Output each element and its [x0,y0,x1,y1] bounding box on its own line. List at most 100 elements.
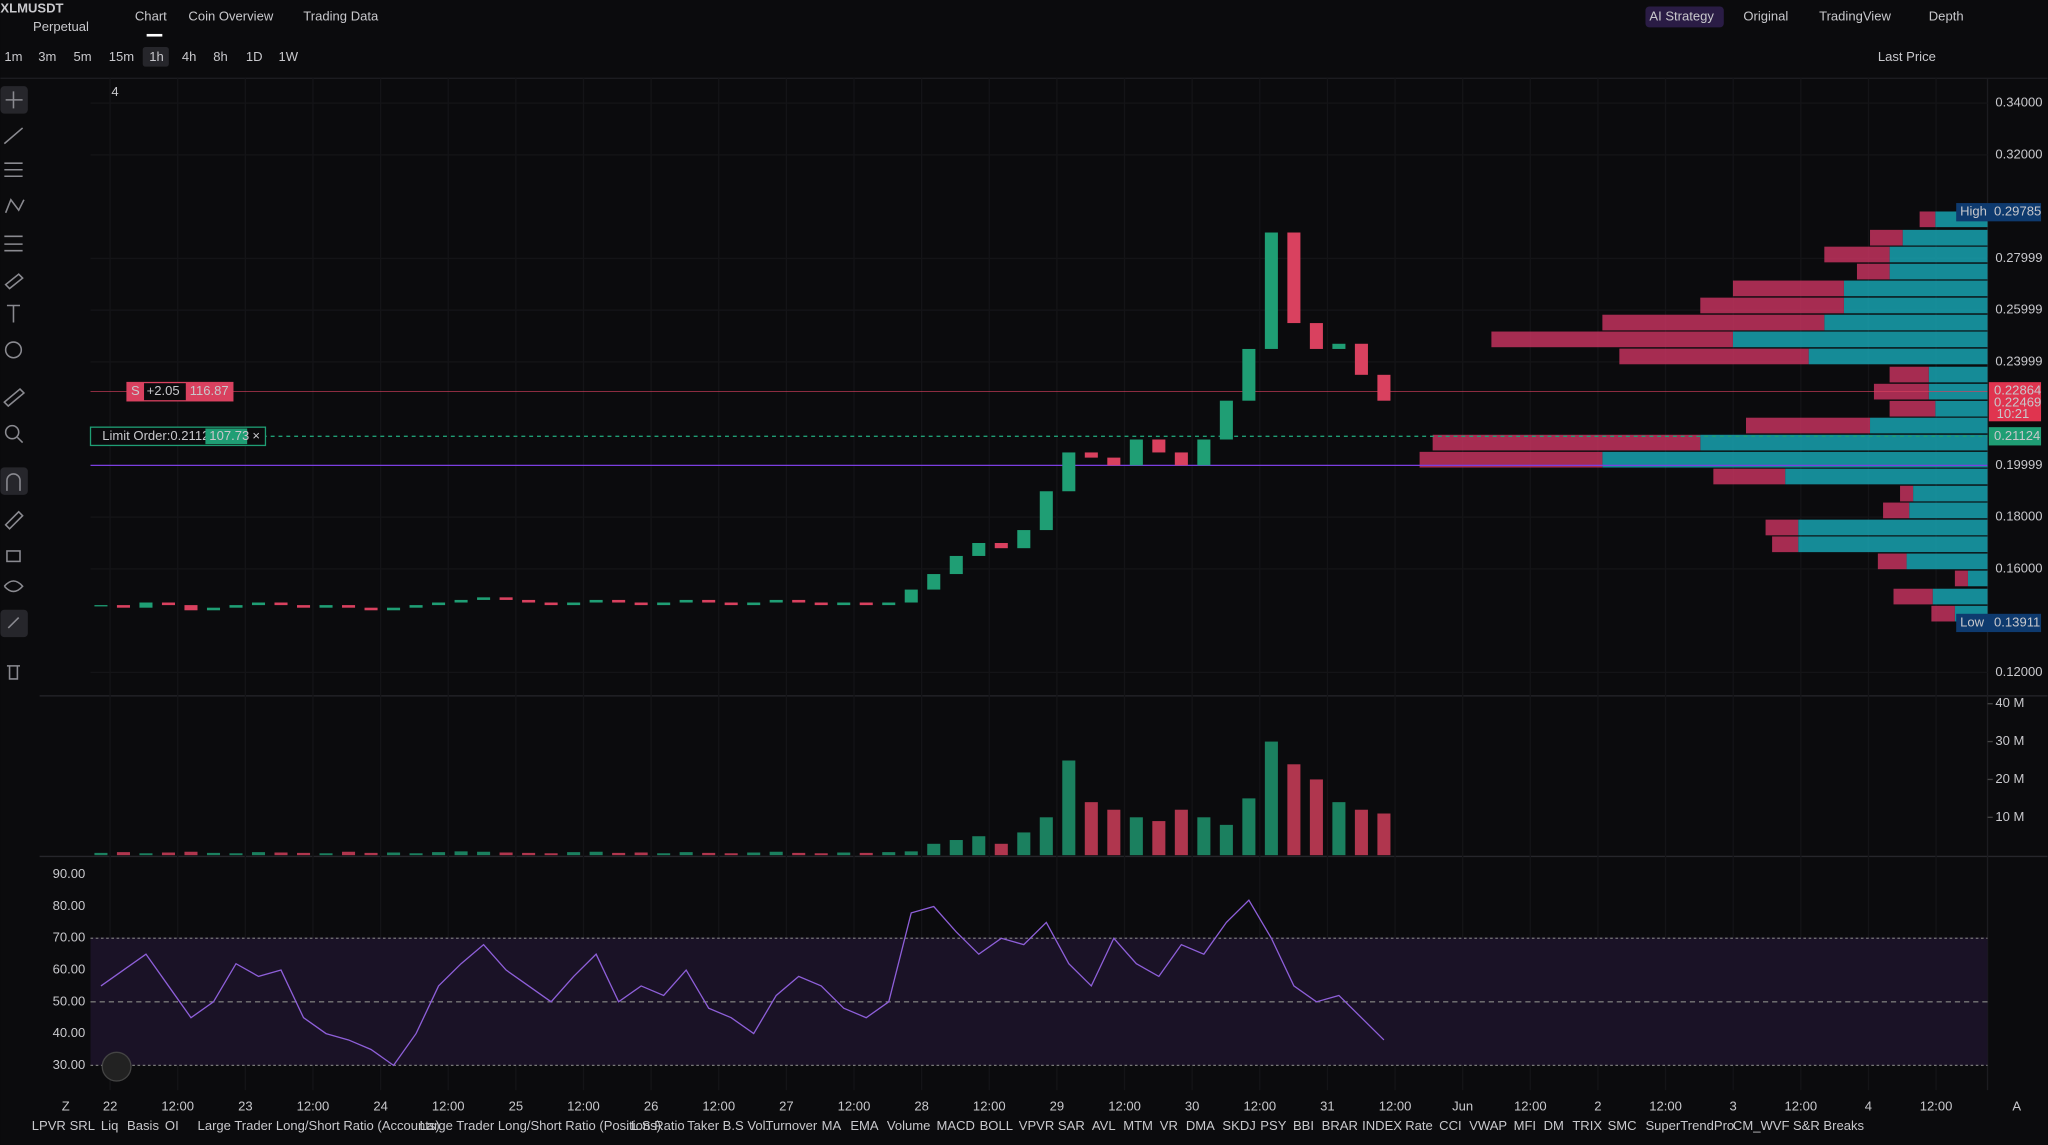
indicator[interactable]: Volume [887,1118,931,1133]
profile-buy [1602,451,1988,468]
price-tag [1988,382,2042,422]
right-tab[interactable]: Original [1743,8,1788,23]
volume-tick-label: 30 M [1995,733,2024,748]
indicator[interactable]: SAR [1058,1118,1085,1133]
volume-bar [1107,809,1121,856]
indicator[interactable]: INDEX [1362,1118,1402,1133]
indicator[interactable]: Basis [127,1118,159,1133]
timeframe[interactable]: 3m [38,49,56,64]
candle [206,607,221,611]
right-tab[interactable]: TradingView [1819,8,1891,23]
candle [904,589,918,603]
tab[interactable]: Chart [135,8,167,23]
time-label: 12:00 [702,1099,735,1114]
time-label: 31 [1320,1099,1335,1114]
profile-sell [1889,400,1936,417]
timeframe[interactable]: 8h [213,49,228,64]
indicator[interactable]: MTM [1123,1118,1153,1133]
indicator[interactable]: VPVR [1019,1118,1055,1133]
drawing-tools[interactable] [0,86,28,680]
indicator[interactable]: DMA [1186,1118,1215,1133]
timeframe[interactable]: 4h [182,49,197,64]
indicator[interactable]: L.S Ratio [631,1118,685,1133]
indicator[interactable]: Taker B.S Vol. [687,1118,769,1133]
indicator[interactable]: Turnover [765,1118,817,1133]
candle [792,599,806,603]
contract: Perpetual [33,19,89,34]
indicator[interactable]: Large Trader Long/Short Ratio (Positions… [420,1118,662,1133]
price-tick-label: 0.18000 [1995,509,2042,524]
indicator[interactable]: Z [62,1099,70,1114]
price-mode[interactable]: Last Price [1878,49,1936,64]
profile-buy [1808,348,1988,365]
volume-bar [1242,798,1256,856]
indicator[interactable]: EMA [850,1118,879,1133]
time-label: 3 [1730,1099,1737,1114]
indicator[interactable]: AVL [1092,1118,1116,1133]
indicator[interactable]: TRIX [1572,1118,1602,1133]
rsi-tick-label: 80.00 [53,898,86,913]
indicator[interactable]: A [2012,1099,2021,1114]
timeframe[interactable]: 1W [279,49,299,64]
ai-badge[interactable] [1645,6,1724,28]
indicator[interactable]: MA [822,1118,842,1133]
limit-cancel[interactable]: × [252,428,260,443]
candle [499,597,513,600]
indicator[interactable]: BOLL [980,1118,1013,1133]
indicator[interactable]: CCI [1439,1118,1461,1133]
tab[interactable]: Coin Overview [188,8,273,23]
indicator[interactable]: Liq [101,1118,118,1133]
indicator[interactable]: VWAP [1469,1118,1507,1133]
time-label: 4 [1865,1099,1872,1114]
time-label: 12:00 [1649,1099,1682,1114]
candle [139,602,153,608]
price-tick-label: 0.23999 [1995,353,2042,368]
indicator[interactable]: BRAR [1322,1118,1358,1133]
profile-sell [1893,588,1933,605]
candle [477,597,491,600]
candle [161,602,176,606]
indicator[interactable]: OI [165,1118,179,1133]
indicator[interactable]: VR [1160,1118,1178,1133]
indicator[interactable]: S&R Breaks [1793,1118,1865,1133]
timeframe[interactable]: 1D [246,49,263,64]
indicator[interactable]: MACD [937,1118,975,1133]
rsi-tick-label: 70.00 [53,930,86,945]
candle [1017,530,1031,549]
right-tab[interactable]: AI Strategy [1649,8,1714,23]
indicator[interactable]: Large Trader Long/Short Ratio (Accounts) [198,1118,440,1133]
indicator[interactable]: SRL [70,1118,95,1133]
volume-bar [927,843,941,856]
volume-bar [296,852,311,856]
indicator[interactable]: CM_WVF [1733,1118,1790,1133]
indicator[interactable]: DM [1544,1118,1564,1133]
timeframe[interactable]: 1m [4,49,22,64]
profile-sell [1931,605,1955,622]
indicator[interactable]: Rate [1405,1118,1433,1133]
timeframe[interactable]: 5m [74,49,92,64]
time-label: Jun [1452,1099,1473,1114]
timeframe[interactable]: 1h [149,49,164,64]
indicator[interactable]: SuperTrendPro [1645,1118,1734,1133]
indicator[interactable]: BBI [1293,1118,1314,1133]
indicator[interactable]: LPVR [32,1118,66,1133]
candle [296,605,311,608]
mark-price: 0.22469 [1994,394,2041,409]
collapse-count[interactable]: 4 [111,84,118,99]
tab[interactable]: Trading Data [303,8,379,23]
indicator[interactable]: MFI [1514,1118,1536,1133]
indicator[interactable]: SKDJ [1222,1118,1255,1133]
rsi-tick-label: 50.00 [53,993,86,1008]
indicator[interactable]: SMC [1608,1118,1637,1133]
indicator[interactable]: PSY [1260,1118,1286,1133]
symbol[interactable]: XLMUSDT [0,1,63,16]
volume-bar [206,852,221,856]
candle [837,602,851,606]
timeframe[interactable]: 15m [109,49,135,64]
low-tag [1956,613,2042,633]
volume-bar [432,852,446,856]
right-tab[interactable]: Depth [1929,8,1964,23]
high-value: 0.29785 [1994,204,2041,219]
price-tick-label: 0.25999 [1995,302,2042,317]
candle [1197,439,1211,466]
